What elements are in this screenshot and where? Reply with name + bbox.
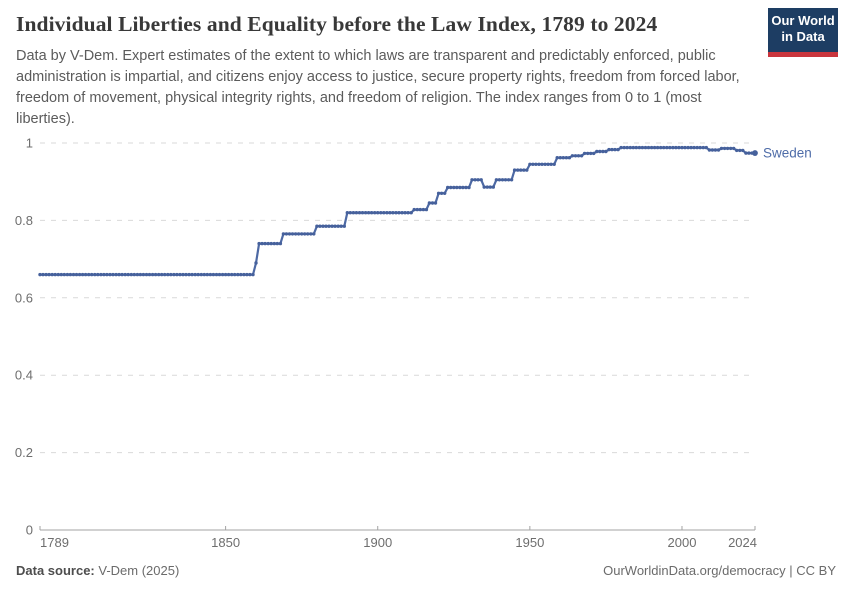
- chart-footer: Data source: V-Dem (2025) OurWorldinData…: [16, 563, 836, 578]
- y-tick-label: 0.6: [15, 290, 33, 305]
- x-tick-label: 1950: [515, 535, 544, 550]
- data-source-value: V-Dem (2025): [98, 563, 180, 578]
- x-tick-label: 1850: [211, 535, 240, 550]
- y-tick-label: 0.2: [15, 445, 33, 460]
- line-chart-canvas: 0 0.2 0.4 0.6 0.8 1 1789 1850 1900 1950 2000 2024 Sw…: [15, 136, 812, 551]
- x-tick-label: 1789: [40, 535, 69, 550]
- y-tick-label: 0: [26, 523, 33, 538]
- y-tick-label: 0.4: [15, 368, 33, 383]
- chart-header: Individual Liberties and Equality before…: [16, 12, 756, 130]
- credit-line: OurWorldinData.org/democracy | CC BY: [603, 563, 836, 578]
- y-tick-label: 0.8: [15, 213, 33, 228]
- owid-logo: Our World in Data: [768, 8, 838, 57]
- logo-red-bar: [768, 52, 838, 57]
- data-source-label: Data source:: [16, 563, 95, 578]
- series-line-sweden: [40, 146, 755, 276]
- y-tick-label: 1: [26, 136, 33, 151]
- x-tick-label: 1900: [363, 535, 392, 550]
- x-tick-label: 2000: [668, 535, 697, 550]
- x-tick-label: 2024: [728, 535, 757, 550]
- series-end-dot: [752, 150, 758, 156]
- logo-line-2: in Data: [781, 29, 825, 44]
- page-subtitle: Data by V-Dem. Expert estimates of the e…: [16, 48, 740, 127]
- page-title: Individual Liberties and Equality before…: [16, 12, 658, 36]
- data-source: Data source: V-Dem (2025): [16, 563, 179, 578]
- series-label-sweden: Sweden: [763, 146, 812, 161]
- logo-line-1: Our World: [771, 13, 835, 28]
- series-markers-sweden: [38, 145, 757, 277]
